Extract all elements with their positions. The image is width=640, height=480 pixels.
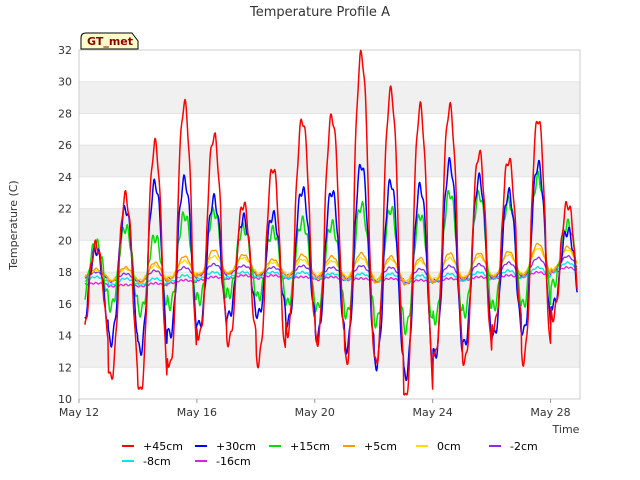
- series-line-minus8cm: [84, 261, 578, 287]
- x-tick-label: May 20: [295, 406, 335, 419]
- series-line-minus16cm: [84, 265, 578, 288]
- grid-bands: [79, 49, 580, 400]
- series-line-plus45cm: [84, 49, 578, 396]
- legend-label: -16cm: [216, 455, 251, 468]
- legend-label: -2cm: [510, 440, 538, 453]
- y-tick-label: 24: [58, 171, 72, 184]
- x-ticks: May 12 May 16 May 20 May 24 May 28: [59, 399, 571, 419]
- series-line-plus15cm: [84, 170, 578, 336]
- gt-met-badge: GT_met: [80, 32, 139, 50]
- series-line-plus30cm: [84, 156, 578, 382]
- y-tick-label: 22: [58, 203, 72, 216]
- badge-label: GT_met: [87, 35, 133, 48]
- grid-band: [79, 81, 580, 114]
- y-tick-label: 10: [58, 393, 72, 406]
- series-line-plus5cm: [84, 242, 578, 286]
- plot-frame: [78, 49, 581, 400]
- series-lines: [84, 49, 578, 396]
- y-tick-label: 30: [58, 76, 72, 89]
- x-tick-label: May 12: [59, 406, 99, 419]
- x-axis-label: Time: [552, 423, 580, 436]
- legend-label: 0cm: [437, 440, 461, 453]
- y-tick-label: 20: [58, 234, 72, 247]
- grid-band: [79, 145, 580, 177]
- legend-label: +30cm: [216, 440, 256, 453]
- y-ticks: 10 12 14 16 18 20 22 24 26 28 30 32: [58, 44, 72, 406]
- y-tick-label: 14: [58, 330, 72, 343]
- legend-label: +15cm: [290, 440, 330, 453]
- grid-band: [79, 208, 580, 241]
- legend-label: +5cm: [364, 440, 397, 453]
- y-tick-label: 12: [58, 361, 72, 374]
- y-tick-label: 16: [58, 298, 72, 311]
- y-axis-label: Temperature (C): [7, 180, 20, 270]
- chart-title: Temperature Profile A: [249, 5, 390, 20]
- x-tick-label: May 16: [177, 406, 217, 419]
- legend-label: +45cm: [143, 440, 183, 453]
- y-tick-label: 32: [58, 44, 72, 57]
- legend: +45cm +30cm +15cm +5cm 0cm -2cm -8cm -16cm: [122, 440, 538, 468]
- grid-band: [79, 335, 580, 368]
- legend-label: -8cm: [143, 455, 171, 468]
- x-tick-label: May 28: [530, 406, 570, 419]
- y-tick-label: 28: [58, 107, 72, 120]
- x-tick-label: May 24: [413, 406, 453, 419]
- y-tick-label: 26: [58, 139, 72, 152]
- y-tick-label: 18: [58, 266, 72, 279]
